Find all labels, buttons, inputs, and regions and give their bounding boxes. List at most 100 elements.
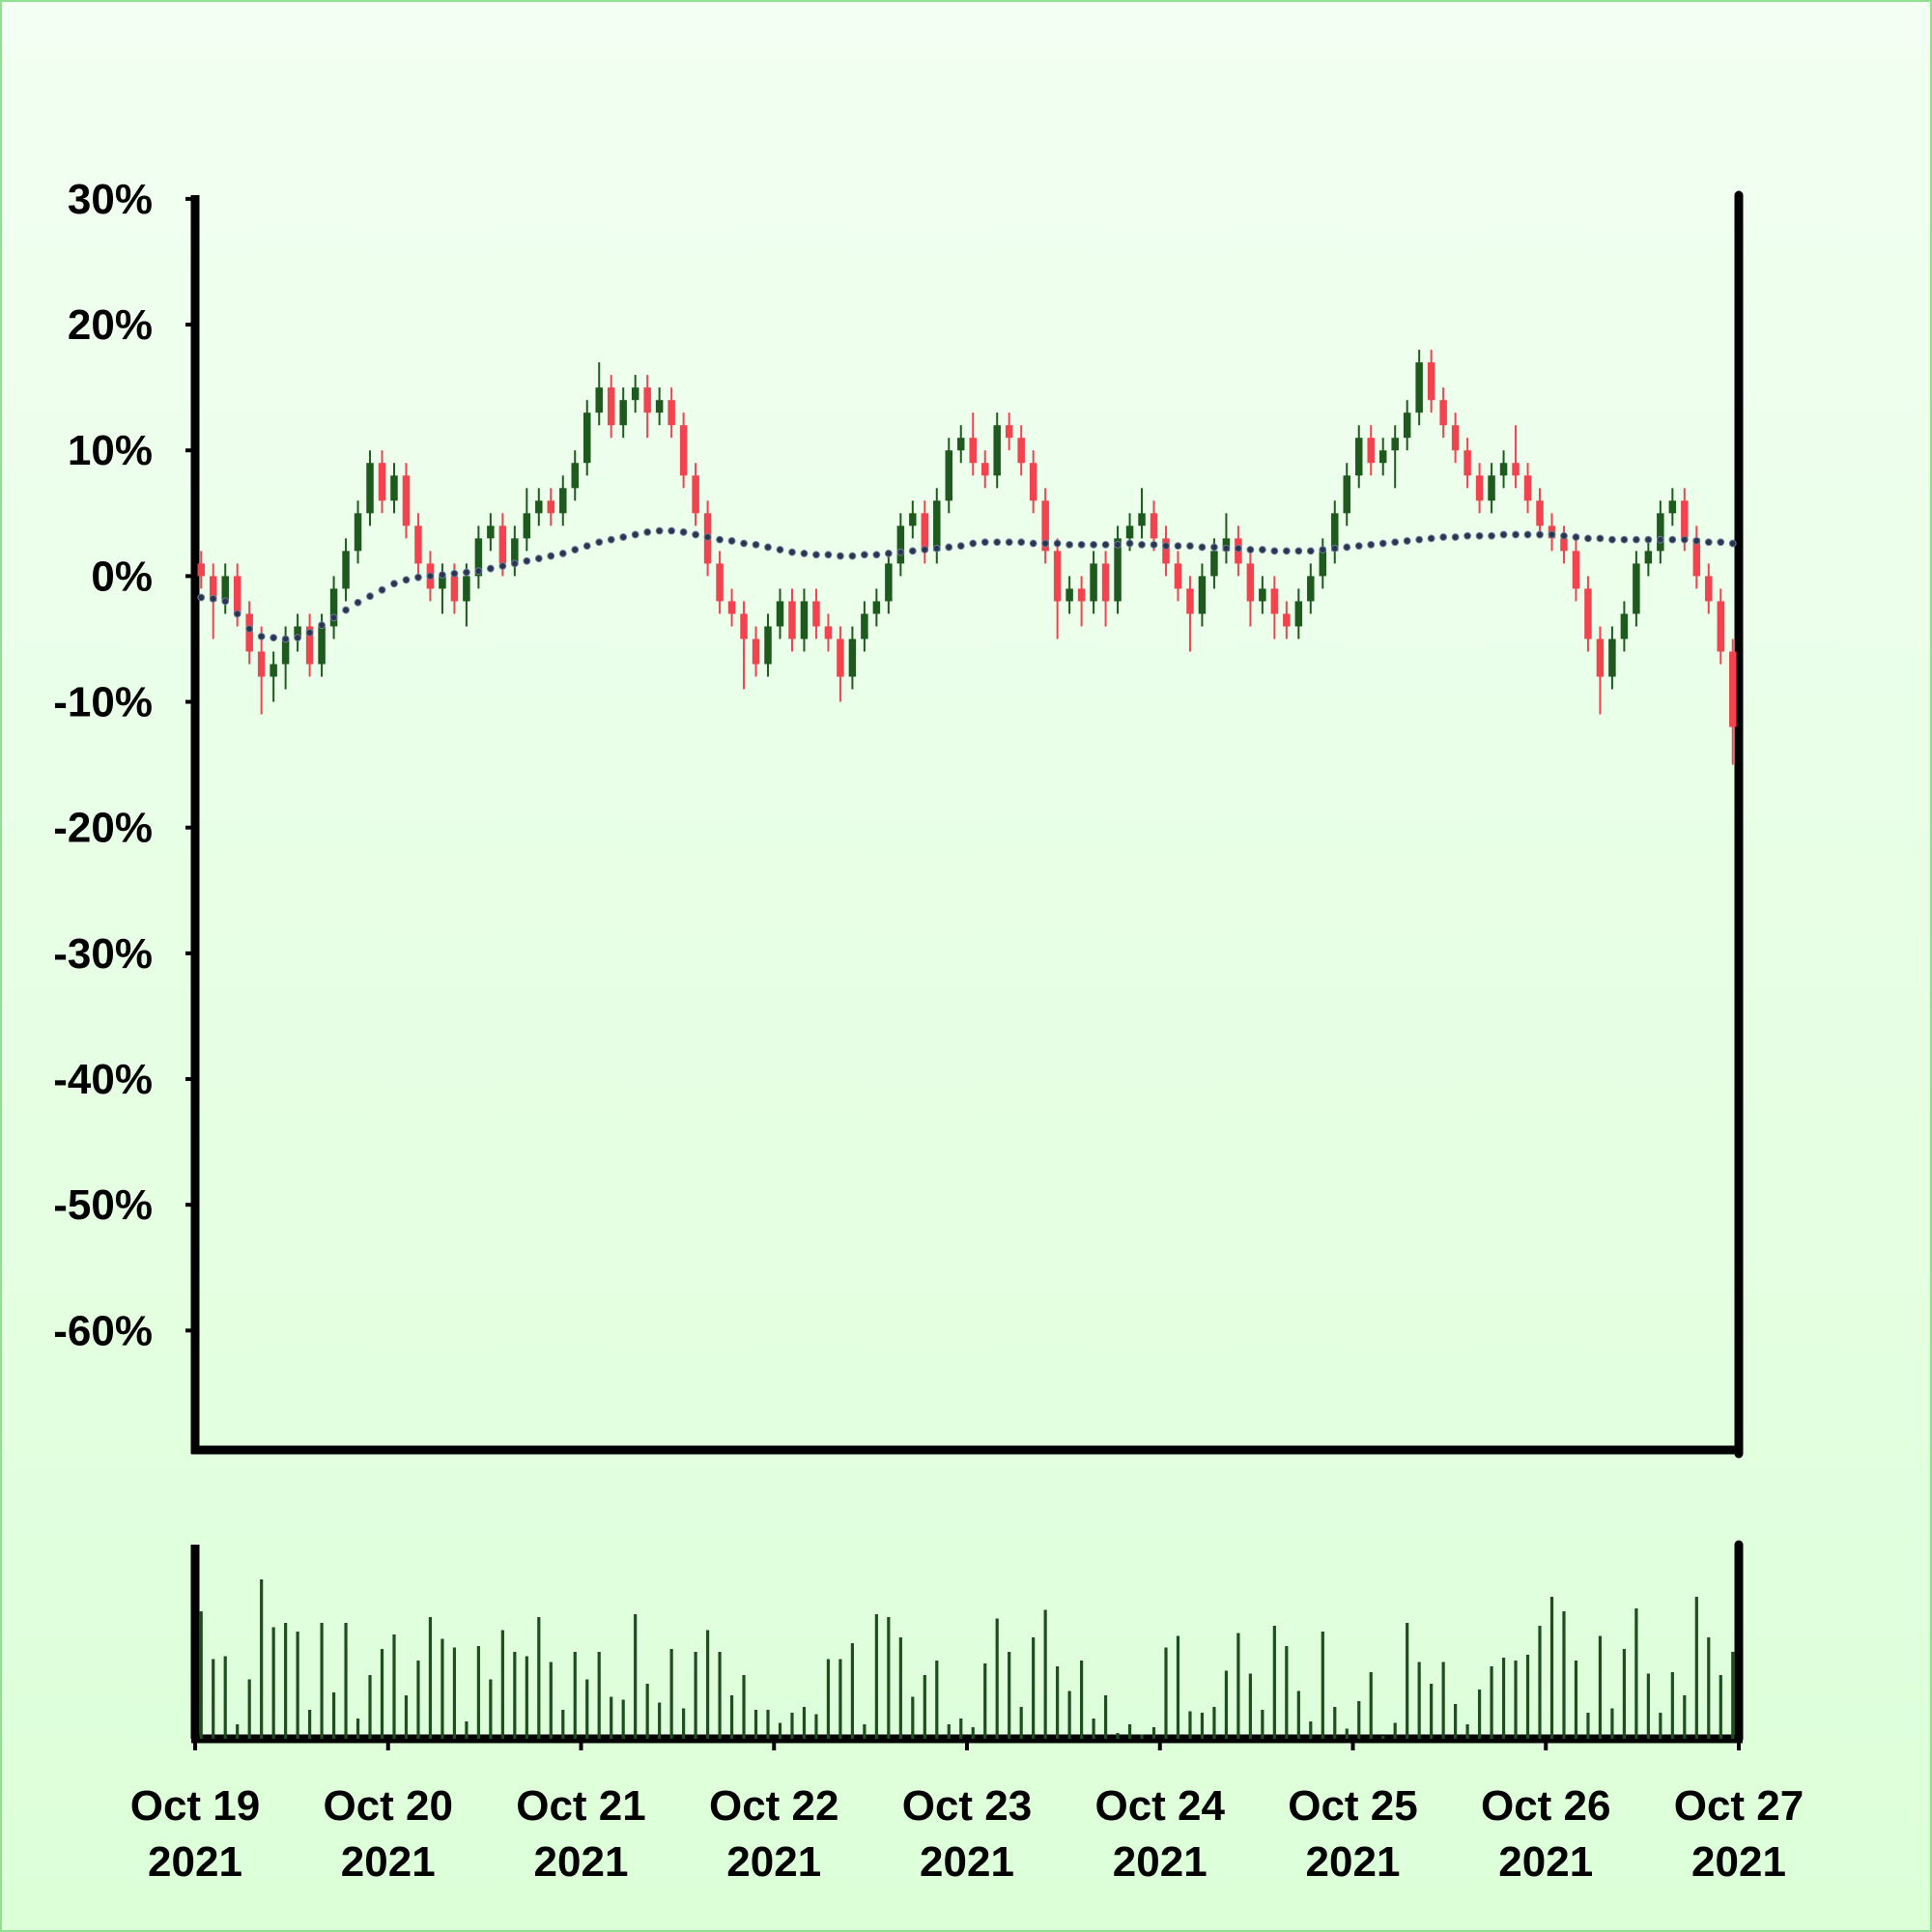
y-tick-label: 0% [91, 553, 153, 600]
candle-body [668, 400, 675, 426]
candle-body [1331, 513, 1339, 552]
candle-body [1644, 551, 1653, 564]
moving-average-dot [233, 610, 242, 618]
candle-body [487, 526, 495, 539]
moving-average-dot [270, 634, 278, 642]
moving-average-dot [209, 594, 217, 603]
moving-average-dot [788, 548, 796, 556]
candle-body [848, 639, 857, 677]
volume-bar [537, 1617, 541, 1739]
volume-bar [1549, 1597, 1554, 1739]
y-tick-label: -60% [53, 1307, 153, 1354]
volume-bar [705, 1630, 710, 1739]
volume-bar [1164, 1647, 1168, 1739]
x-tick-label-line: 2021 [1498, 1838, 1593, 1886]
moving-average-dot [342, 606, 350, 614]
candle-body [1620, 613, 1629, 639]
candle-body [1668, 500, 1677, 514]
candle-body [837, 639, 844, 677]
volume-bar [947, 1724, 951, 1739]
moving-average-dot [1029, 539, 1037, 548]
candle-body [1343, 475, 1351, 514]
moving-average-dot [281, 635, 290, 643]
volume-bar [597, 1652, 601, 1739]
volume-bar [271, 1627, 275, 1739]
y-tick-label: -20% [53, 805, 153, 852]
candle-body [582, 412, 591, 464]
volume-bar [331, 1692, 336, 1739]
candle-body [607, 387, 615, 426]
candle-body [957, 438, 965, 451]
moving-average-dot [993, 538, 1002, 547]
moving-average-dot [534, 554, 543, 563]
volume-bar [1043, 1609, 1047, 1739]
x-tick-label: Oct 27 2021 [1674, 1782, 1804, 1886]
candle-body [1572, 551, 1580, 589]
volume-bar [826, 1659, 831, 1739]
candle-body [535, 500, 543, 514]
volume-bar [465, 1721, 469, 1739]
moving-average-dot [1162, 542, 1170, 551]
candle-body [221, 576, 229, 602]
candle-body [1101, 563, 1110, 602]
candle-body [933, 500, 941, 552]
candle-body [1657, 513, 1664, 552]
moving-average-dot [703, 533, 712, 541]
volume-bar [1067, 1690, 1071, 1739]
volume-bar [983, 1663, 987, 1739]
volume-bar [790, 1713, 794, 1739]
volume-bar [416, 1661, 420, 1739]
volume-bar [1477, 1690, 1482, 1739]
candle-body [305, 626, 314, 665]
moving-average-dot [1656, 535, 1664, 544]
moving-average-dot [1463, 531, 1472, 540]
moving-average-dot [1330, 544, 1339, 553]
volume-bar [1188, 1711, 1192, 1739]
candle-body [631, 387, 639, 401]
volume-bar [404, 1695, 409, 1739]
x-tick-label: Oct 22 2021 [709, 1782, 839, 1886]
moving-average-dot [1114, 540, 1122, 549]
x-tick-label: Oct 26 2021 [1481, 1782, 1611, 1886]
y-tick-label: 20% [68, 301, 153, 349]
volume-bar [1430, 1684, 1434, 1739]
volume-bar [1140, 1734, 1144, 1739]
volume-bar [549, 1662, 553, 1739]
candle-body [294, 626, 301, 639]
x-tick-label-line: 2021 [1306, 1838, 1401, 1886]
candle-body [571, 463, 580, 489]
volume-bar [1406, 1623, 1409, 1739]
volume-bar [1393, 1722, 1397, 1739]
moving-average-dot [655, 526, 664, 535]
candle-body [1499, 463, 1508, 476]
candle-body [1053, 551, 1062, 602]
moving-average-dot [1367, 540, 1376, 549]
candle-body [233, 576, 242, 614]
x-tick-label-line: 2021 [1691, 1838, 1786, 1886]
moving-average-dot [1427, 534, 1435, 543]
x-tick-label: Oct 20 2021 [323, 1782, 453, 1886]
candle-body [1005, 425, 1013, 439]
candle-body [1560, 538, 1568, 552]
volume-bar [1525, 1655, 1530, 1739]
volume-bar [247, 1679, 251, 1739]
moving-average-dot [908, 547, 917, 555]
candle-body [692, 475, 699, 514]
moving-average-dot [1125, 539, 1134, 548]
moving-average-dot [305, 629, 314, 637]
volume-bar [874, 1614, 878, 1739]
moving-average-dot [414, 573, 422, 582]
moving-average-dot [1222, 544, 1231, 553]
volume-bar [658, 1702, 662, 1739]
moving-average-dot [607, 535, 615, 544]
moving-average-dot [1138, 540, 1146, 549]
volume-bar [1345, 1728, 1349, 1739]
candle-body [1488, 475, 1495, 501]
volume-bar [284, 1623, 288, 1739]
volume-bar [355, 1719, 360, 1739]
candle-body [595, 387, 603, 413]
candle-body [1403, 412, 1411, 439]
candle-body [281, 639, 290, 665]
moving-average-dot [329, 613, 338, 622]
